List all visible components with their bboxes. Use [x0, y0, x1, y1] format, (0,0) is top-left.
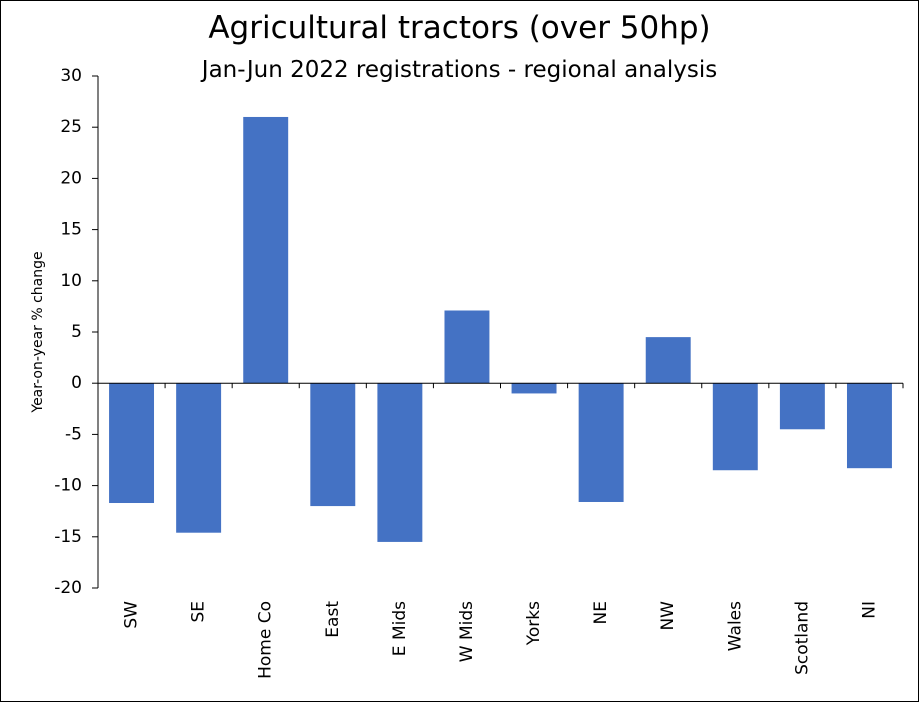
- x-category-label: East: [323, 601, 343, 638]
- y-tick-label: -5: [65, 424, 82, 444]
- bar-wales: [712, 383, 758, 471]
- bar-w-mids: [444, 310, 490, 384]
- bar-yorks: [511, 383, 557, 394]
- y-axis-ticks: 30 25 20 15 10 5 0 -5 -10 -15 -20: [54, 66, 98, 598]
- y-tick-label: 0: [71, 373, 82, 393]
- x-category-label: Scotland: [792, 601, 812, 675]
- x-axis-labels: SW SE Home Co East E Mids W Mids Yorks NE NW Wale…: [122, 601, 880, 679]
- y-tick-label: 30: [60, 66, 82, 86]
- x-category-label: NE: [591, 601, 611, 624]
- bar-home-co: [243, 116, 289, 384]
- y-tick-label: 10: [60, 271, 82, 291]
- x-category-label: SE: [189, 601, 209, 623]
- x-category-label: Home Co: [256, 601, 276, 679]
- x-category-label: W Mids: [457, 601, 477, 662]
- x-category-label: E Mids: [390, 601, 410, 656]
- bar-sw: [109, 383, 155, 504]
- x-category-label: Yorks: [524, 601, 544, 646]
- y-tick-label: 15: [60, 220, 82, 240]
- y-tick-label: -20: [54, 578, 82, 598]
- x-category-label: NI: [859, 601, 879, 619]
- y-tick-label: 5: [71, 322, 82, 342]
- bar-east: [310, 383, 356, 507]
- bar-se: [176, 383, 222, 533]
- y-axis-title: Year-on-year % change: [30, 251, 46, 413]
- y-tick-label: 20: [60, 168, 82, 188]
- bar-scotland: [779, 383, 825, 430]
- bar-nw: [645, 337, 691, 384]
- y-tick-label: 25: [60, 117, 82, 137]
- bars-group: [109, 116, 892, 542]
- bar-ne: [578, 383, 624, 502]
- x-category-label: Wales: [725, 601, 745, 651]
- x-category-label: NW: [658, 601, 678, 631]
- bar-ni: [846, 383, 892, 469]
- x-category-label: SW: [122, 601, 142, 629]
- y-tick-label: -10: [54, 476, 82, 496]
- bar-e-mids: [377, 383, 423, 542]
- chart-title: Agricultural tractors (over 50hp): [208, 10, 711, 46]
- chart-subtitle: Jan-Jun 2022 registrations - regional an…: [201, 57, 718, 83]
- y-tick-label: -15: [54, 527, 82, 547]
